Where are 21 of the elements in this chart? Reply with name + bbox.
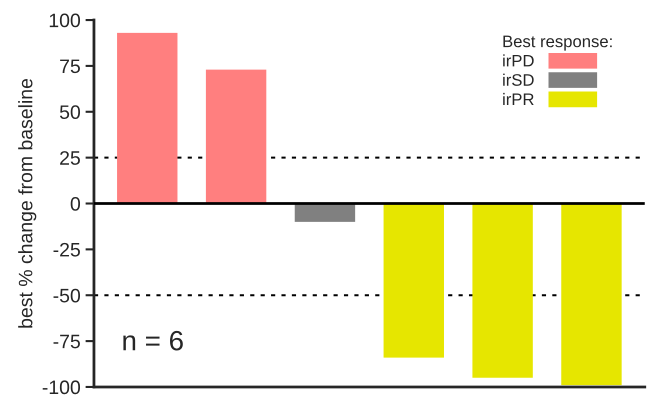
annotation: n = 6 <box>123 330 183 351</box>
y-tick-label: 100 <box>50 14 80 28</box>
legend-label: irPD <box>503 54 534 66</box>
bar <box>117 32 178 204</box>
y-tick-label: -100 <box>42 380 80 394</box>
y-axis-title: best % change from baseline <box>18 78 36 328</box>
y-tick-label: 75 <box>60 60 80 74</box>
y-tick-label: 25 <box>60 151 80 165</box>
y-tick-label: -25 <box>54 242 80 257</box>
y-tick-label: -75 <box>54 334 80 348</box>
y-tick-label: 0 <box>70 196 80 211</box>
y-tick-label: 50 <box>60 105 80 120</box>
bar <box>472 204 533 378</box>
legend-title: Best response: <box>503 36 612 51</box>
bar <box>294 204 356 222</box>
bar <box>384 204 444 358</box>
bar <box>561 204 622 386</box>
legend-label: irPR <box>503 92 534 106</box>
bar <box>206 70 266 204</box>
y-tick-label: -50 <box>54 288 80 302</box>
legend-label: irSD <box>503 74 534 86</box>
